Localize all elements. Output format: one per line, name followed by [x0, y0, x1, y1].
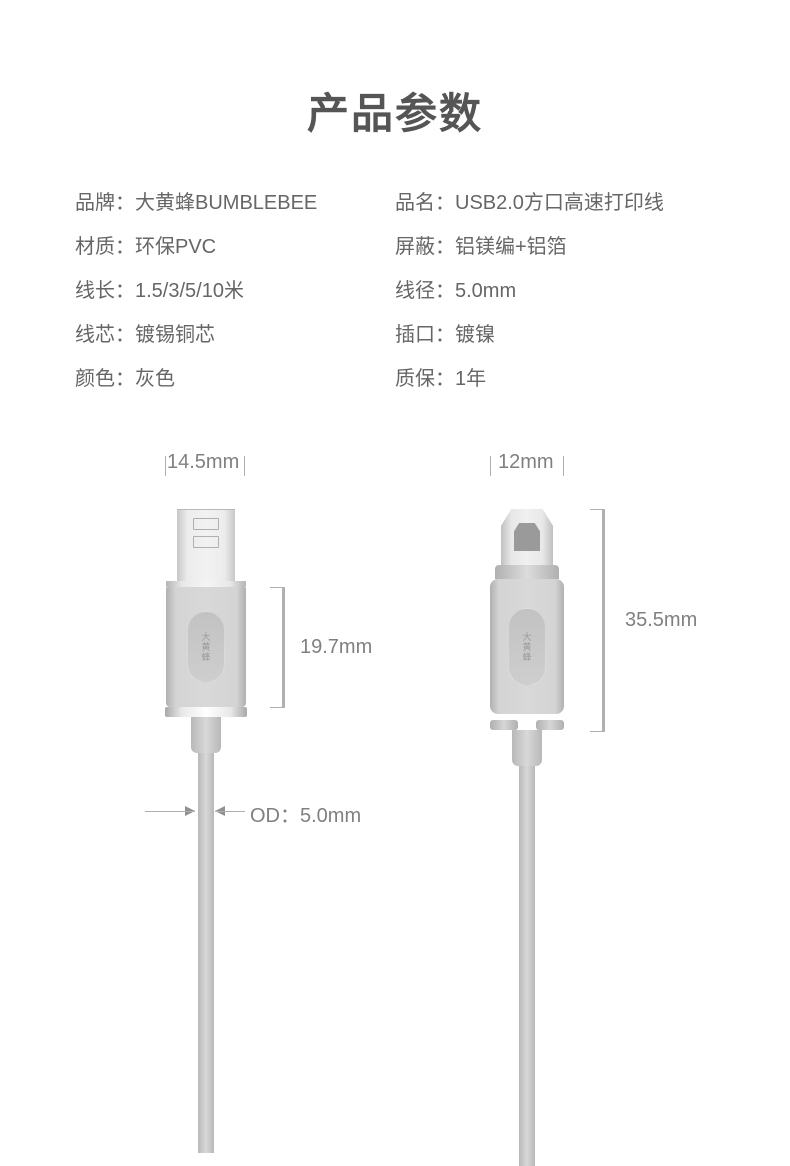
spec-value: 大黄蜂BUMBLEBEE	[135, 192, 317, 214]
spec-value: 镀锡铜芯	[135, 324, 215, 346]
brand-logo-badge: 大黄蜂	[508, 608, 546, 686]
spec-value: 1年	[455, 368, 486, 390]
spec-value: USB2.0方口高速打印线	[455, 192, 664, 214]
usb-b-cable	[519, 766, 535, 1166]
spec-row: 插口：镀镍	[395, 313, 715, 357]
dim-line	[602, 509, 605, 731]
specs-table: 品牌：大黄蜂BUMBLEBEE 材质：环保PVC 线长：1.5/3/5/10米 …	[0, 181, 790, 401]
dim-tick	[590, 731, 605, 732]
logo-text: 大黄蜂	[521, 632, 534, 662]
spec-row: 材质：环保PVC	[75, 225, 395, 269]
usb-b-notch	[490, 720, 564, 730]
spec-value: 镀镍	[455, 324, 495, 346]
dim-tick	[165, 456, 166, 476]
spec-row: 线长：1.5/3/5/10米	[75, 269, 395, 313]
spec-value: 铝镁编+铝箔	[455, 236, 567, 258]
logo-text: 大黄蜂	[200, 632, 213, 662]
cable-od-label: OD：5.0mm	[250, 799, 361, 828]
usb-a-body: 大黄蜂	[166, 587, 246, 707]
spec-row: 品名：USB2.0方口高速打印线	[395, 181, 715, 225]
page-title: 产品参数	[0, 0, 790, 181]
usb-a-strain-relief	[191, 717, 221, 753]
spec-label: 屏蔽：	[395, 236, 455, 258]
brand-logo-badge: 大黄蜂	[187, 611, 225, 683]
usb-a-bottom-ring	[165, 707, 247, 717]
spec-label: 材质：	[75, 236, 135, 258]
spec-label: 质保：	[395, 368, 455, 390]
usb-a-width-label: 14.5mm	[167, 451, 239, 474]
usb-a-cable	[198, 753, 214, 1153]
spec-row: 颜色：灰色	[75, 357, 395, 401]
usb-a-connector: 大黄蜂	[165, 509, 247, 1153]
spec-label: 线径：	[395, 280, 455, 302]
specs-right-column: 品名：USB2.0方口高速打印线 屏蔽：铝镁编+铝箔 线径：5.0mm 插口：镀…	[395, 181, 715, 401]
usb-b-height-label: 35.5mm	[625, 609, 697, 632]
dim-tick	[490, 456, 491, 476]
usb-b-connector: 大黄蜂	[490, 509, 564, 1166]
spec-row: 线径：5.0mm	[395, 269, 715, 313]
usb-a-height-label: 19.7mm	[300, 636, 372, 659]
spec-value: 5.0mm	[455, 280, 516, 302]
spec-label: 线芯：	[75, 324, 135, 346]
usb-a-metal-tip	[177, 509, 235, 581]
spec-label: 品名：	[395, 192, 455, 214]
dimension-diagram: 14.5mm 12mm 19.7mm 35.5mm OD：5.0mm 大黄蜂 大…	[0, 451, 790, 1051]
usb-b-body: 大黄蜂	[490, 579, 564, 714]
dim-tick	[270, 707, 285, 708]
spec-row: 屏蔽：铝镁编+铝箔	[395, 225, 715, 269]
spec-row: 质保：1年	[395, 357, 715, 401]
usb-b-collar	[495, 565, 559, 579]
spec-row: 品牌：大黄蜂BUMBLEBEE	[75, 181, 395, 225]
spec-row: 线芯：镀锡铜芯	[75, 313, 395, 357]
dim-tick	[244, 456, 245, 476]
spec-label: 线长：	[75, 280, 135, 302]
usb-b-metal-tip	[501, 509, 553, 565]
spec-value: 环保PVC	[135, 236, 216, 258]
spec-label: 插口：	[395, 324, 455, 346]
spec-label: 颜色：	[75, 368, 135, 390]
spec-value: 1.5/3/5/10米	[135, 280, 244, 302]
dim-tick	[563, 456, 564, 476]
usb-b-strain-relief	[512, 730, 542, 766]
specs-left-column: 品牌：大黄蜂BUMBLEBEE 材质：环保PVC 线长：1.5/3/5/10米 …	[75, 181, 395, 401]
spec-label: 品牌：	[75, 192, 135, 214]
usb-b-width-label: 12mm	[498, 451, 554, 474]
spec-value: 灰色	[135, 368, 175, 390]
dim-line	[282, 587, 285, 707]
